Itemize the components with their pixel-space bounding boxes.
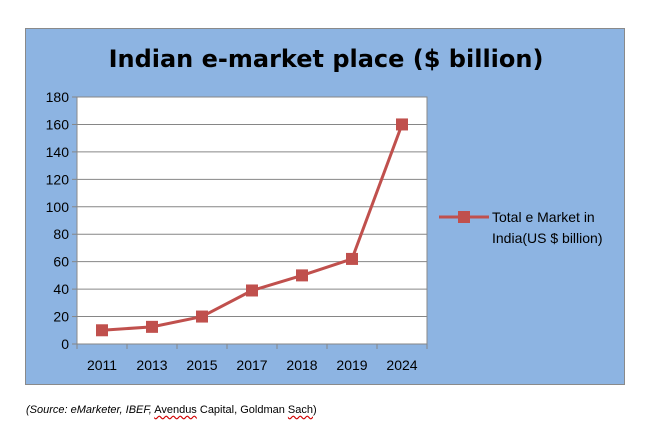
chart-svg: Indian e-market place ($ billion) 0 20 40 6… — [46, 45, 603, 373]
source-part-3: Capital, Goldman — [196, 404, 288, 416]
y-tick-label: 60 — [53, 254, 69, 270]
source-part-4: Sach — [287, 404, 313, 416]
chart-frame: Indian e-market place ($ billion) 0 20 40 6… — [25, 28, 625, 385]
source-note: (Source: eMarketer, IBEF, Avendus Capita… — [26, 404, 317, 416]
x-tick-label: 2011 — [87, 357, 117, 373]
y-tick-label: 120 — [46, 171, 70, 187]
x-tick-label: 2013 — [136, 357, 167, 373]
source-part-2: Avendus — [154, 404, 197, 416]
y-tick-label: 180 — [46, 89, 70, 105]
data-point-2017 — [246, 284, 258, 297]
y-tick-label: 40 — [53, 281, 69, 297]
x-tick-label: 2015 — [186, 357, 217, 373]
legend-label-line-2: India(US $ billion) — [492, 230, 603, 246]
legend: Total e Market in India(US $ billion) — [439, 209, 603, 246]
y-tick-label: 0 — [61, 336, 69, 352]
x-tick-label: 2017 — [236, 357, 267, 373]
y-tick-label: 140 — [46, 144, 70, 160]
y-tick-label: 80 — [53, 226, 69, 242]
legend-label-line-1: Total e Market in — [492, 209, 595, 225]
gridlines — [77, 96, 427, 345]
data-point-2018 — [296, 269, 308, 282]
series-layer — [96, 118, 408, 337]
y-tick-label: 100 — [46, 199, 70, 215]
source-part-1: eMarketer, IBEF, — [70, 404, 152, 416]
source-prefix: (Source: — [26, 404, 71, 416]
chart-title: Indian e-market place ($ billion) — [109, 45, 544, 73]
x-tick-label: 2019 — [336, 357, 367, 373]
y-tick-label: 160 — [46, 116, 70, 132]
source-suffix: ) — [313, 404, 317, 416]
x-axis-ticks: 2011 2013 2015 2017 2018 2019 2024 — [76, 344, 428, 373]
data-point-2013 — [146, 320, 158, 333]
data-point-2015 — [196, 310, 208, 323]
legend-marker — [458, 211, 470, 223]
y-axis-ticks: 0 20 40 60 80 100 120 140 160 180 — [46, 89, 77, 352]
plot-area — [76, 96, 428, 345]
y-tick-label: 20 — [53, 309, 69, 325]
data-point-2011 — [96, 324, 108, 337]
data-point-2024 — [396, 118, 408, 131]
x-tick-label: 2018 — [286, 357, 317, 373]
data-point-2019 — [346, 252, 358, 265]
x-tick-label: 2024 — [386, 357, 417, 373]
